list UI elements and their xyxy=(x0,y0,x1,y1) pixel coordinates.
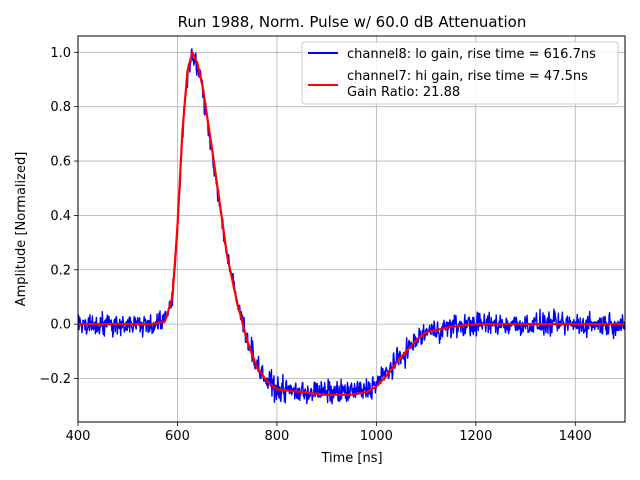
y-tick-label: 0.0 xyxy=(50,318,71,333)
y-tick-label: 0.6 xyxy=(50,155,71,170)
legend: channel8: lo gain, rise time = 616.7ns c… xyxy=(301,41,619,105)
legend-annotation-gain-ratio: Gain Ratio: 21.88 xyxy=(347,85,460,100)
x-tick-label: 1400 xyxy=(559,429,592,444)
plot-frame xyxy=(77,35,626,423)
x-tick-label: 1000 xyxy=(360,429,393,444)
chart-title: Run 1988, Norm. Pulse w/ 60.0 dB Attenua… xyxy=(178,13,527,31)
x-axis-ticks: 400 600 800 1000 1200 1400 xyxy=(66,422,592,444)
legend-label-lo-gain: channel8: lo gain, rise time = 616.7ns xyxy=(347,47,596,62)
legend-label-hi-gain: channel7: hi gain, rise time = 47.5ns xyxy=(347,69,588,84)
y-tick-label: 0.2 xyxy=(50,263,71,278)
y-tick-label: 0.8 xyxy=(50,100,71,115)
y-axis-ticks: −0.2 0.0 0.2 0.4 0.6 0.8 1.0 xyxy=(39,46,78,387)
y-axis-label: Amplitude [Normalized] xyxy=(14,152,29,307)
x-tick-label: 400 xyxy=(66,429,91,444)
x-tick-label: 1200 xyxy=(459,429,492,444)
series-layer xyxy=(78,48,625,405)
x-tick-label: 600 xyxy=(165,429,190,444)
y-tick-label: 0.4 xyxy=(50,209,71,224)
y-tick-label: −0.2 xyxy=(39,372,71,387)
series-line-hi-gain xyxy=(78,51,625,396)
legend-box xyxy=(301,41,619,105)
x-tick-label: 800 xyxy=(264,429,289,444)
y-tick-label: 1.0 xyxy=(50,46,71,61)
x-axis-label: Time [ns] xyxy=(320,451,382,466)
